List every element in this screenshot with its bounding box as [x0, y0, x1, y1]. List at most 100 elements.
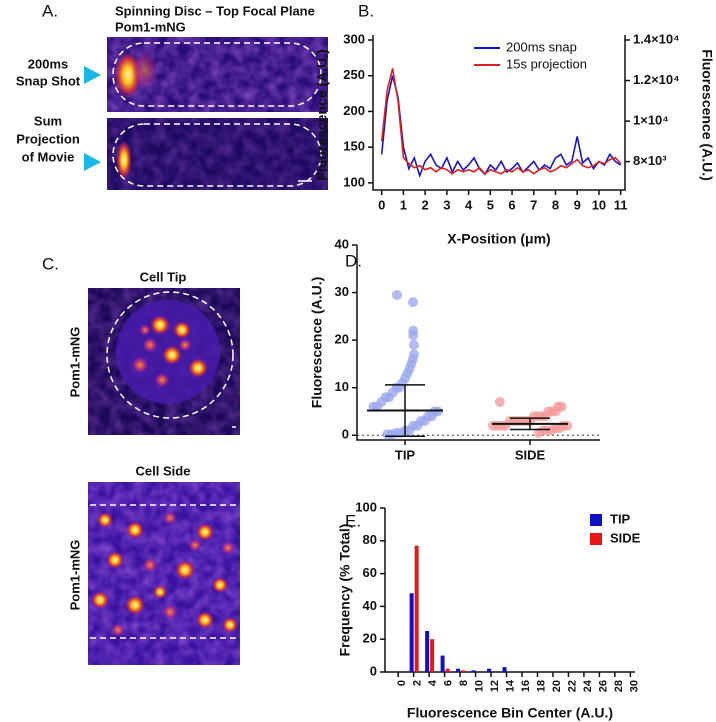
bar	[461, 670, 466, 672]
y-tick-label: 1×10⁴	[633, 113, 669, 128]
arrow	[84, 153, 101, 171]
y-tick-label: 100	[343, 174, 365, 189]
y-axis-label: Frequency (% Total)	[337, 524, 353, 657]
row-label: Sum	[34, 113, 62, 128]
panel-label: A.	[42, 1, 58, 20]
data-point	[392, 289, 402, 300]
legend-swatch	[590, 533, 602, 545]
bar	[409, 593, 414, 672]
y-tick-label: 60	[363, 565, 377, 580]
cell-outline	[106, 291, 234, 419]
y-tick-label: 10	[335, 379, 349, 394]
x-tick-label: SIDE	[515, 447, 546, 462]
micrograph-noise	[107, 118, 328, 190]
legend-swatch	[590, 514, 602, 526]
x-tick-label: 22	[566, 680, 578, 692]
data-point	[368, 401, 379, 412]
axis	[372, 35, 626, 191]
x-tick-label: 18	[535, 680, 547, 692]
x-axis-label: X-Position (μm)	[447, 231, 550, 247]
x-tick-label: 1	[400, 197, 407, 212]
bar	[471, 670, 476, 672]
panel-label: B.	[358, 1, 374, 20]
x-tick-label: 9	[574, 197, 581, 212]
data-point	[533, 427, 544, 438]
y-tick-label: 20	[363, 631, 377, 646]
row-label: Projection	[16, 131, 80, 146]
x-axis-label: Fluorescence Bin Center (A.U.)	[407, 705, 613, 721]
bar	[502, 667, 507, 672]
cell-outline	[112, 42, 322, 107]
bar	[430, 639, 435, 672]
image-title: Cell Tip	[140, 269, 187, 284]
bar	[440, 655, 445, 672]
y-tick-label: 40	[335, 236, 349, 251]
image-title: Cell Side	[136, 463, 191, 478]
x-tick-label: 24	[582, 679, 594, 692]
bar	[425, 631, 430, 672]
signal-spots	[131, 315, 208, 388]
x-tick-label: 11	[614, 197, 628, 212]
x-tick-label: 20	[551, 680, 563, 692]
y-tick-label: 100	[355, 499, 377, 514]
x-tick-label: 14	[504, 679, 516, 692]
x-tick-label: 3	[443, 197, 450, 212]
legend-label: 200ms snap	[506, 39, 577, 54]
legend-label: SIDE	[610, 530, 641, 545]
x-tick-label: 4	[427, 679, 439, 686]
y-tick-label: 300	[343, 31, 365, 46]
data-point	[382, 429, 393, 440]
axis	[384, 508, 635, 673]
x-tick-label: TIP	[395, 447, 416, 462]
panel-a: Spinning Disc – Top Focal Plane Pom1-mNG…	[16, 3, 328, 190]
x-tick-label: 10	[592, 197, 606, 212]
bar	[456, 668, 461, 672]
y-tick-label: 80	[363, 532, 377, 547]
bar	[445, 668, 450, 672]
x-tick-label: 26	[597, 680, 609, 692]
legend-label: TIP	[610, 511, 631, 526]
arrow	[84, 66, 101, 84]
y-axis-label: Fluorescence (A.U.)	[314, 49, 330, 180]
y-tick-label: 0	[370, 663, 377, 678]
signal-spots	[91, 511, 238, 637]
stain-label: Pom1-mNG	[67, 540, 82, 611]
x-tick-label: 7	[530, 197, 537, 212]
x-tick-label: 30	[628, 680, 640, 692]
x-tick-label: 0	[396, 680, 408, 686]
x-tick-label: 2	[422, 197, 429, 212]
data-point	[408, 339, 419, 350]
signal	[116, 140, 132, 180]
y-tick-label: 20	[335, 332, 349, 347]
panel-a-subtitle: Pom1-mNG	[115, 19, 186, 34]
y-tick-label: 200	[343, 103, 365, 118]
y2-axis-label: Fluorescence (A.U.)	[699, 49, 715, 180]
legend-label: 15s projection	[506, 56, 587, 71]
panel-label: C.	[42, 254, 59, 273]
bar	[487, 668, 492, 672]
x-tick-label: 8	[552, 197, 559, 212]
row-label: of Movie	[22, 149, 75, 164]
row-label: 200ms	[28, 56, 68, 71]
data-point	[408, 330, 419, 341]
x-tick-label: 12	[489, 680, 501, 692]
y-axis-label: Fluorescence (A.U.)	[309, 277, 325, 408]
data-point	[487, 420, 498, 431]
series-line	[380, 75, 622, 179]
y-tick-label: 0	[342, 427, 349, 442]
y-tick-label: 150	[343, 139, 365, 154]
x-tick-label: 0	[378, 197, 385, 212]
axis	[356, 245, 600, 441]
y-tick-label: 40	[363, 598, 377, 613]
y-tick-label: 1.4×10⁴	[633, 31, 680, 46]
panel-a-title: Spinning Disc – Top Focal Plane	[115, 3, 315, 18]
cell-outline	[112, 123, 322, 187]
series-line	[380, 68, 622, 175]
row-label: Snap Shot	[16, 73, 81, 88]
x-tick-label: 5	[487, 197, 494, 212]
x-tick-label: 10	[473, 680, 485, 692]
y-tick-label: 1.2×10⁴	[633, 72, 680, 87]
panel-label: E.	[345, 511, 361, 530]
panel-c: Cell Tip Pom1-mNG Cell Side Pom1-mNG	[67, 269, 240, 665]
